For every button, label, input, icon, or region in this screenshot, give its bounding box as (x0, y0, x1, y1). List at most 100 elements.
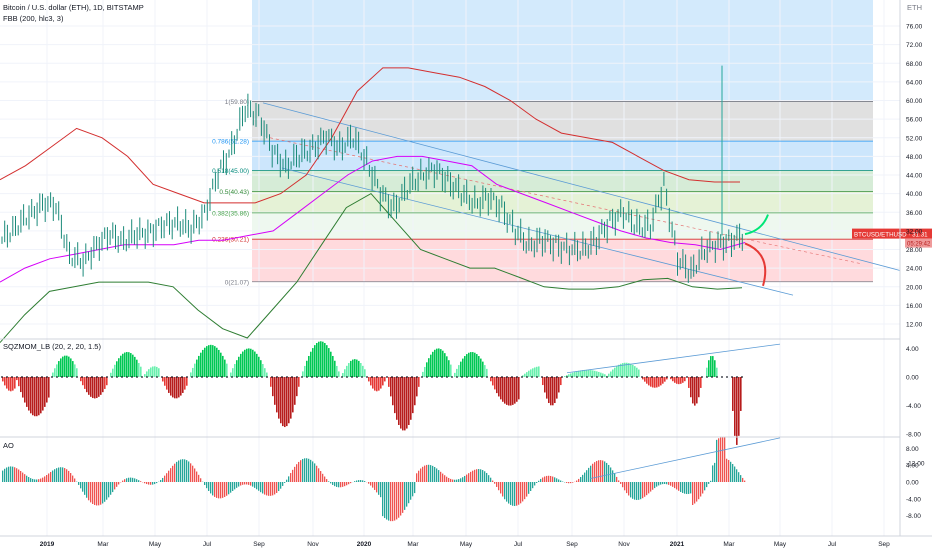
sqz-bar (678, 377, 680, 385)
sqz-bar (628, 363, 630, 377)
ao-bar (554, 477, 556, 482)
ao-bar (204, 482, 206, 486)
ao-bar (442, 473, 444, 482)
ao-bar (496, 482, 498, 487)
sqz-bar (494, 377, 496, 390)
sqz-bar (30, 377, 32, 414)
sqz-bar (394, 377, 396, 414)
sqz-bar (460, 361, 462, 377)
ao-bar (116, 482, 118, 487)
ao-bar (584, 472, 586, 482)
indicator-label-sqzmom[interactable]: SQZMOM_LB (20, 2, 20, 1.5) (3, 342, 101, 351)
sqz-dot (736, 376, 738, 378)
ao-bar (30, 478, 32, 482)
ao-bar (226, 482, 228, 496)
ao-bar (644, 482, 646, 497)
fib-label: 0.786(51.28) (212, 139, 249, 146)
sqz-dot (316, 376, 318, 378)
ao-bar (18, 469, 20, 482)
sqz-dot (371, 376, 373, 378)
sqz-bar (684, 377, 686, 382)
sqz-bar (316, 342, 318, 377)
ao-bar (482, 470, 484, 482)
sqz-bar (312, 348, 314, 377)
sqz-bar (226, 363, 228, 377)
ao-bar (392, 482, 394, 522)
sqz-bar (4, 377, 6, 386)
sqz-bar (502, 377, 504, 402)
sqz-dot (506, 376, 508, 378)
sqz-bar (348, 363, 350, 377)
sqz-dot (501, 376, 503, 378)
sqz-dot (556, 376, 558, 378)
ao-bar (36, 479, 38, 482)
sqz-bar (710, 356, 712, 377)
symbol-title[interactable]: Bitcoin / U.S. dollar (ETH), 1D, BITSTAM… (3, 3, 144, 12)
sqz-bar (500, 377, 502, 400)
fib-levels: 1(59.80) 0.786(51.28) 0.618(45.00) 0.5(40.4… (212, 99, 873, 286)
ao-bar (582, 474, 584, 482)
ao-bar (464, 475, 466, 482)
sqz-bar (374, 377, 376, 391)
time-tick-label: May (149, 541, 162, 548)
ao-bar (704, 482, 706, 491)
sqz-bar (242, 351, 244, 377)
sqz-bar (676, 377, 678, 384)
ao-bar (182, 459, 184, 482)
ao-bar (684, 482, 686, 494)
sqz-bar (56, 364, 58, 377)
indicator-label-ao[interactable]: AO (3, 441, 14, 450)
bb-lower-line (0, 192, 743, 343)
sqz-dot (696, 376, 698, 378)
sqz-bar (498, 377, 500, 397)
sqz-dot (351, 376, 353, 378)
sqz-bar (530, 369, 532, 377)
sqz-dot (486, 376, 488, 378)
ao-bar (626, 482, 628, 494)
sqz-bar (652, 377, 654, 388)
ao-bar (722, 436, 724, 482)
ao-bar (624, 482, 626, 491)
sqz-bar (536, 366, 538, 377)
sqz-bar (298, 377, 300, 387)
ao-bar (406, 482, 408, 507)
ao-bar (72, 475, 74, 482)
ao-bar (82, 482, 84, 492)
sqz-bar (732, 377, 734, 411)
sqz-tick-label: 0.00 (906, 375, 919, 382)
ao-bar (304, 458, 306, 482)
sqz-bar (106, 377, 108, 386)
sqz-dot (151, 376, 153, 378)
ao-bar (252, 482, 254, 487)
sqz-bar (252, 349, 254, 377)
sqz-bar (692, 377, 694, 404)
ao-bar (504, 482, 506, 500)
ao-bar (84, 482, 86, 495)
fib-zone (252, 170, 873, 192)
ao-bar (134, 478, 136, 482)
indicator-label-fbb[interactable]: FBB (200, hlc3, 3) (3, 14, 64, 23)
ao-bar (428, 464, 430, 482)
sqz-bar (504, 377, 506, 404)
sqz-dot (251, 376, 253, 378)
sqz-dot (431, 376, 433, 378)
ao-bar (594, 462, 596, 482)
sqz-dot (466, 376, 468, 378)
sqz-bar (328, 348, 330, 377)
ao-bar (322, 473, 324, 482)
sqz-bar (450, 364, 452, 377)
sqz-bar (534, 367, 536, 377)
ao-bar (724, 436, 726, 482)
sqz-dot (156, 376, 158, 378)
ao-bar (160, 479, 162, 482)
ao-bar (216, 482, 218, 498)
awesome-oscillator-histogram (0, 436, 900, 522)
fib-label: 0.5(40.43) (219, 189, 249, 196)
sqz-bar (454, 372, 456, 377)
sqz-bar (370, 377, 372, 386)
ao-bar (64, 468, 66, 482)
ao-bar (102, 482, 104, 504)
ao-bar (432, 465, 434, 482)
sqz-bar (484, 365, 486, 377)
